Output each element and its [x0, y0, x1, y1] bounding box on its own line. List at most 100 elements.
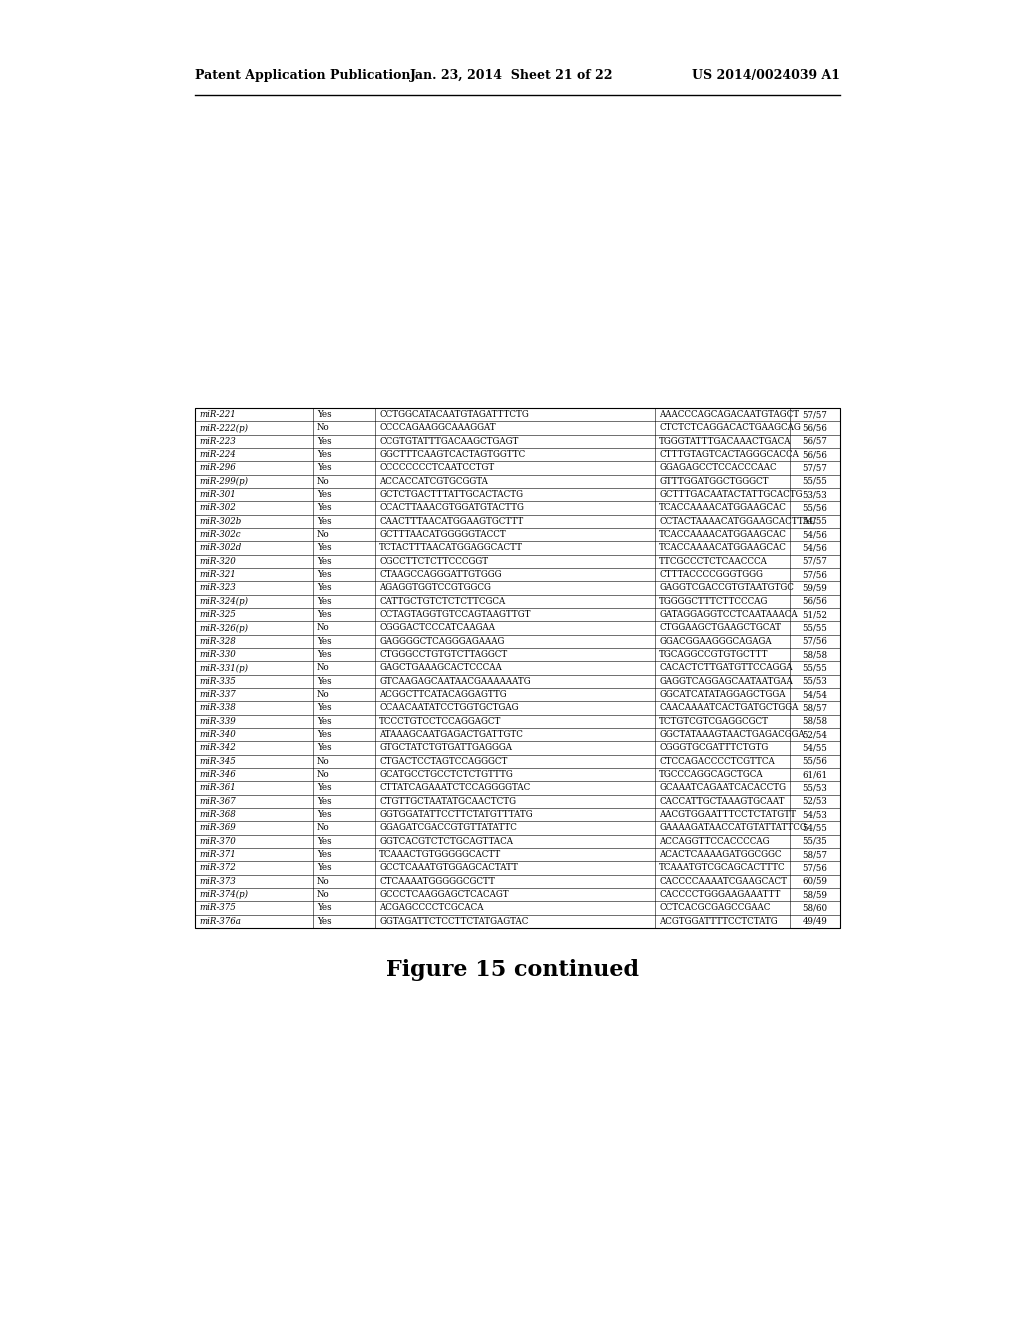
Text: TGCCCAGGCAGCTGCA: TGCCCAGGCAGCTGCA [659, 770, 764, 779]
Text: No: No [317, 664, 330, 672]
Text: AGAGGTGGTCCGTGGCG: AGAGGTGGTCCGTGGCG [379, 583, 490, 593]
Text: No: No [317, 424, 330, 433]
Text: Yes: Yes [317, 810, 332, 820]
Text: miR-299(p): miR-299(p) [199, 477, 248, 486]
Text: miR-323: miR-323 [199, 583, 236, 593]
Text: CTGGAAGCTGAAGCTGCAT: CTGGAAGCTGAAGCTGCAT [659, 623, 781, 632]
Text: CCAACAATATCCTGGTGCTGAG: CCAACAATATCCTGGTGCTGAG [379, 704, 518, 713]
Text: ACGGCTTCATACAGGAGTTG: ACGGCTTCATACAGGAGTTG [379, 690, 507, 700]
Text: Yes: Yes [317, 850, 332, 859]
Text: 51/52: 51/52 [803, 610, 827, 619]
Text: GGAGATCGACCGTGTTATATTC: GGAGATCGACCGTGTTATATTC [379, 824, 517, 833]
Text: ACACTCAAAAGATGGCGGC: ACACTCAAAAGATGGCGGC [659, 850, 781, 859]
Text: TTCGCCCTCTCAACCCA: TTCGCCCTCTCAACCCA [659, 557, 768, 566]
Text: GGTCACGTCTCTGCAGTTACA: GGTCACGTCTCTGCAGTTACA [379, 837, 513, 846]
Text: 58/60: 58/60 [803, 903, 827, 912]
Text: 55/55: 55/55 [803, 664, 827, 672]
Text: miR-367: miR-367 [199, 797, 236, 805]
Text: 57/56: 57/56 [803, 636, 827, 645]
Text: GCCCTCAAGGAGCTCACAGT: GCCCTCAAGGAGCTCACAGT [379, 890, 509, 899]
Text: Yes: Yes [317, 517, 332, 525]
Text: 55/55: 55/55 [803, 477, 827, 486]
Text: Yes: Yes [317, 730, 332, 739]
Text: CGCCTTCTCTTCCCGGT: CGCCTTCTCTTCCCGGT [379, 557, 488, 566]
Text: miR-301: miR-301 [199, 490, 236, 499]
Text: GAGGTCAGGAGCAATAATGAA: GAGGTCAGGAGCAATAATGAA [659, 677, 793, 686]
Text: 55/53: 55/53 [803, 784, 827, 792]
Text: miR-325: miR-325 [199, 610, 236, 619]
Text: TCAAACTGTGGGGGCACTT: TCAAACTGTGGGGGCACTT [379, 850, 502, 859]
Text: 57/57: 57/57 [803, 411, 827, 420]
Text: miR-371: miR-371 [199, 850, 236, 859]
Text: miR-331(p): miR-331(p) [199, 664, 248, 673]
Text: Yes: Yes [317, 704, 332, 713]
Text: GGCTATAAAGTAACTGAGACGGA: GGCTATAAAGTAACTGAGACGGA [659, 730, 805, 739]
Text: TCACCAAAACATGGAAGCAC: TCACCAAAACATGGAAGCAC [659, 503, 786, 512]
Text: miR-222(p): miR-222(p) [199, 424, 248, 433]
Text: 54/56: 54/56 [803, 544, 827, 553]
Text: No: No [317, 770, 330, 779]
Text: miR-338: miR-338 [199, 704, 236, 713]
Text: Yes: Yes [317, 463, 332, 473]
Text: CACCCCTGGGAAGAAATTT: CACCCCTGGGAAGAAATTT [659, 890, 780, 899]
Text: 58/59: 58/59 [803, 890, 827, 899]
Text: AACGTGGAATTTCCTCTATGTT: AACGTGGAATTTCCTCTATGTT [659, 810, 796, 820]
Text: GGACGGAAGGGCAGAGA: GGACGGAAGGGCAGAGA [659, 636, 772, 645]
Text: miR-345: miR-345 [199, 756, 236, 766]
Text: 54/55: 54/55 [803, 517, 827, 525]
Text: miR-372: miR-372 [199, 863, 236, 873]
Text: Yes: Yes [317, 610, 332, 619]
Text: 54/53: 54/53 [803, 810, 827, 820]
Text: GTCAAGAGCAATAACGAAAAAATG: GTCAAGAGCAATAACGAAAAAATG [379, 677, 530, 686]
Text: TCACCAAAACATGGAAGCAC: TCACCAAAACATGGAAGCAC [659, 544, 786, 553]
Text: miR-302c: miR-302c [199, 531, 241, 539]
Text: miR-374(p): miR-374(p) [199, 890, 248, 899]
Text: GTTTGGATGGCTGGGCT: GTTTGGATGGCTGGGCT [659, 477, 768, 486]
Text: 58/57: 58/57 [803, 850, 827, 859]
Text: Yes: Yes [317, 570, 332, 579]
Text: 54/55: 54/55 [803, 743, 827, 752]
Text: CTCTCTCAGGACACTGAAGCAG: CTCTCTCAGGACACTGAAGCAG [659, 424, 801, 433]
Text: CTTTACCCCGGGTGGG: CTTTACCCCGGGTGGG [659, 570, 763, 579]
Text: No: No [317, 623, 330, 632]
Text: miR-302b: miR-302b [199, 517, 242, 525]
Text: Yes: Yes [317, 450, 332, 459]
Text: AAACCCAGCAGACAATGTAGCT: AAACCCAGCAGACAATGTAGCT [659, 411, 799, 420]
Text: 55/35: 55/35 [803, 837, 827, 846]
Text: GGTAGATTCTCCTTCTATGAGTAC: GGTAGATTCTCCTTCTATGAGTAC [379, 917, 528, 925]
Text: 57/57: 57/57 [803, 463, 827, 473]
Text: CAACAAAATCACTGATGCTGGA: CAACAAAATCACTGATGCTGGA [659, 704, 799, 713]
Text: GCTCTGACTTTATTGCACTACTG: GCTCTGACTTTATTGCACTACTG [379, 490, 523, 499]
Bar [195, 408, 840, 928]
Text: No: No [317, 477, 330, 486]
Text: CCGTGTATTTGACAAGCTGAGT: CCGTGTATTTGACAAGCTGAGT [379, 437, 518, 446]
Text: No: No [317, 531, 330, 539]
Text: 55/56: 55/56 [803, 503, 827, 512]
Text: miR-373: miR-373 [199, 876, 236, 886]
Text: 55/53: 55/53 [803, 677, 827, 686]
Text: GGCTTTCAAGTCACTAGTGGTTC: GGCTTTCAAGTCACTAGTGGTTC [379, 450, 525, 459]
Text: 56/56: 56/56 [803, 424, 827, 433]
Text: miR-369: miR-369 [199, 824, 236, 833]
Text: 58/58: 58/58 [803, 717, 827, 726]
Text: GGTGGATATTCCTTCTATGTTTATG: GGTGGATATTCCTTCTATGTTTATG [379, 810, 532, 820]
Text: miR-342: miR-342 [199, 743, 236, 752]
Text: CTCAAAATGGGGGCGCTT: CTCAAAATGGGGGCGCTT [379, 876, 495, 886]
Text: TCACCAAAACATGGAAGCAC: TCACCAAAACATGGAAGCAC [659, 531, 786, 539]
Text: CGGGACTCCCATCAAGAA: CGGGACTCCCATCAAGAA [379, 623, 495, 632]
Text: No: No [317, 876, 330, 886]
Text: miR-326(p): miR-326(p) [199, 623, 248, 632]
Text: No: No [317, 690, 330, 700]
Text: CTGACTCCTAGTCCAGGGCT: CTGACTCCTAGTCCAGGGCT [379, 756, 507, 766]
Text: TCTACTTTAACATGGAGGCACTT: TCTACTTTAACATGGAGGCACTT [379, 544, 523, 553]
Text: ACGAGCCCCTCGCACA: ACGAGCCCCTCGCACA [379, 903, 483, 912]
Text: GCTTTGACAATACTATTGCACTG: GCTTTGACAATACTATTGCACTG [659, 490, 803, 499]
Text: TCAAATGTCGCAGCACTTTC: TCAAATGTCGCAGCACTTTC [659, 863, 785, 873]
Text: No: No [317, 824, 330, 833]
Text: No: No [317, 890, 330, 899]
Text: CCTACTAAAACATGGAAGCACTTAC: CCTACTAAAACATGGAAGCACTTAC [659, 517, 816, 525]
Text: ACCACCATCGTGCGGTA: ACCACCATCGTGCGGTA [379, 477, 487, 486]
Text: miR-302: miR-302 [199, 503, 236, 512]
Text: TCTGTCGTCGAGGCGCT: TCTGTCGTCGAGGCGCT [659, 717, 769, 726]
Text: 52/54: 52/54 [803, 730, 827, 739]
